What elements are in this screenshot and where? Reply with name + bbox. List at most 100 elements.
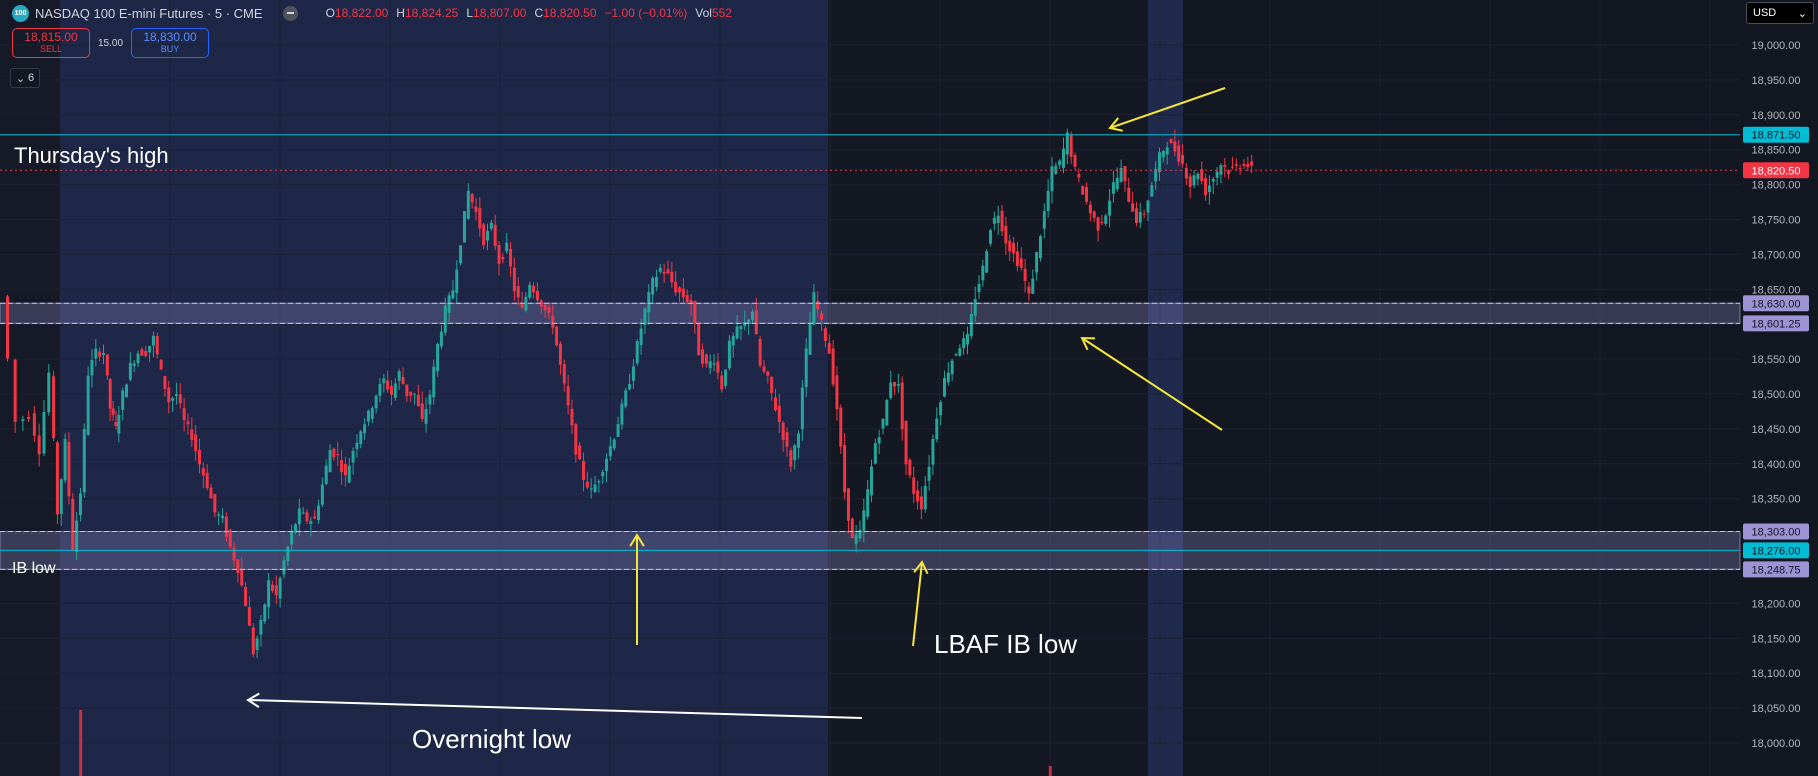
- candle-body: [589, 488, 593, 490]
- y-tick-9: 18,500.00: [1752, 389, 1801, 401]
- candle-body: [762, 366, 766, 372]
- candle-body: [1234, 164, 1238, 166]
- candle-body: [896, 384, 900, 386]
- ohlc-change: −1.00 (−0.01%): [604, 6, 688, 20]
- label-thursdays-high: Thursday's high: [14, 143, 169, 168]
- candle-body: [1092, 211, 1096, 218]
- ohlc-open-key: O: [325, 6, 335, 20]
- price-zone-0: [0, 302, 1741, 324]
- candle-body: [989, 230, 993, 244]
- candle-body: [232, 547, 236, 561]
- candle-body: [850, 518, 854, 539]
- candle-body: [309, 521, 313, 525]
- y-tick-8: 18,550.00: [1752, 354, 1801, 366]
- candle-body: [1196, 173, 1200, 180]
- candle-body: [654, 276, 658, 287]
- candle-body: [1188, 176, 1192, 187]
- candle-body: [558, 343, 562, 365]
- price-axis[interactable]: 19,000.00 18,950.00 18,900.00 18,850.00 18,8…: [1752, 40, 1801, 750]
- candle-body: [148, 345, 152, 353]
- candle-body: [578, 445, 582, 460]
- volume-bar-0: [79, 710, 83, 776]
- candle-body: [551, 315, 555, 328]
- currency-select[interactable]: USD ⌄: [1746, 2, 1814, 24]
- candle-body: [1215, 171, 1219, 178]
- candle-body: [1027, 286, 1031, 294]
- indicators-toggle-button[interactable]: ⌄ 6: [10, 68, 40, 88]
- late-session-shade: [1148, 0, 1183, 776]
- candle-body: [390, 385, 393, 395]
- candle-body: [628, 384, 632, 390]
- candle-body: [489, 222, 493, 229]
- y-tick-17: 18,000.00: [1752, 738, 1801, 750]
- candle-body: [259, 619, 263, 635]
- pre-session-shade: [0, 0, 60, 776]
- candle-body: [482, 224, 486, 246]
- candle-body: [966, 333, 969, 345]
- collapse-legend-icon[interactable]: [282, 5, 298, 21]
- candle-body: [870, 466, 873, 496]
- horizontal-lines[interactable]: 18,871.50 18,820.50 18,630.00 18,601.25 18,3…: [0, 126, 1809, 578]
- ohlc-open-value: 18,822.00: [334, 6, 389, 20]
- candle-body: [27, 416, 31, 420]
- candle-body: [171, 398, 175, 401]
- candle-body: [1031, 278, 1035, 294]
- arrow-overnight-low-head: [246, 692, 260, 708]
- y-tick-4: 18,800.00: [1752, 180, 1801, 192]
- candle-body: [52, 376, 56, 439]
- candle-body: [831, 348, 835, 385]
- candle-body: [666, 269, 670, 274]
- candle-body: [359, 431, 363, 445]
- candle-body: [823, 328, 827, 341]
- candle-body: [835, 375, 839, 410]
- candle-body: [958, 348, 962, 356]
- candle-body: [332, 448, 336, 458]
- buy-button[interactable]: 18,830.00 BUY: [131, 28, 210, 58]
- candle-body: [570, 408, 574, 426]
- candle-body: [32, 413, 36, 436]
- candle-body: [324, 465, 328, 484]
- arrow-lbaf-head: [913, 560, 929, 575]
- candle-body: [701, 349, 705, 364]
- ohlc-low-value: 18,807.00: [473, 6, 527, 20]
- candle-body: [209, 487, 213, 499]
- candle-body: [1173, 141, 1177, 152]
- candle-body: [1077, 174, 1081, 178]
- candle-body: [770, 376, 774, 394]
- candle-body: [190, 429, 194, 441]
- price-label-bg-2: [1743, 295, 1809, 312]
- candle-body: [501, 256, 505, 260]
- symbol-title[interactable]: NASDAQ 100 E-mini Futures · 5 · CME: [35, 5, 263, 21]
- candle-body: [405, 384, 409, 397]
- candle-body: [132, 363, 136, 367]
- candle-body: [42, 411, 46, 454]
- candle-body: [582, 461, 585, 480]
- candle-body: [470, 193, 474, 203]
- candle-body: [574, 424, 578, 455]
- candle-body: [693, 300, 697, 324]
- candle-body: [605, 458, 609, 472]
- candle-body: [708, 361, 712, 369]
- candle-body: [697, 323, 701, 356]
- candle-body: [862, 510, 866, 531]
- candle-body: [1154, 168, 1158, 182]
- candle-body: [1046, 190, 1050, 212]
- candle-body: [1158, 152, 1161, 173]
- candle-body: [267, 580, 271, 607]
- currency-value: USD: [1753, 7, 1777, 19]
- candle-body: [939, 402, 943, 416]
- candle-body: [114, 422, 118, 427]
- candle-body: [1207, 185, 1211, 193]
- candle-body: [612, 439, 616, 449]
- candle-body: [194, 434, 198, 451]
- candle-body: [1246, 163, 1250, 168]
- price-label-2: 18,630.00: [1752, 298, 1801, 310]
- candle-body: [996, 215, 1000, 224]
- candle-body: [317, 505, 321, 521]
- chart-header: 100 NASDAQ 100 E-mini Futures · 5 · CME …: [12, 3, 732, 23]
- sell-button[interactable]: 18,815.00 SELL: [12, 28, 90, 58]
- arrow-lbaf-shaft: [912, 561, 923, 647]
- candle-body: [370, 407, 374, 420]
- candle-body: [240, 568, 244, 586]
